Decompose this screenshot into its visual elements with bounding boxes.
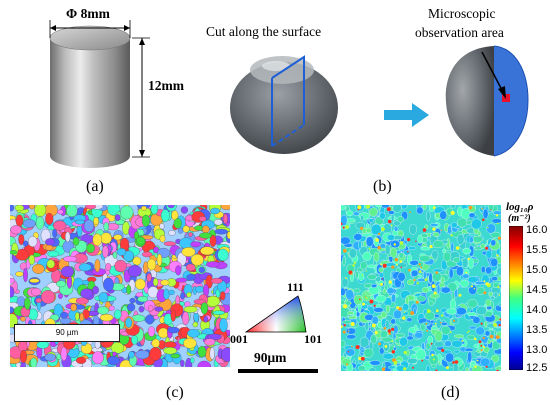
ebsd-grain-map [10, 205, 230, 367]
cylinder-sample-photo [49, 25, 131, 168]
half-sample-photo [445, 45, 529, 157]
colorbar-tick: 15.5 [526, 244, 548, 256]
height-label: 12mm [148, 78, 184, 93]
ipf-label-111: 111 [287, 280, 304, 294]
caption-b: (b) [373, 178, 392, 195]
colorbar-title: log₁₀ρ [506, 201, 534, 213]
caption-a: (a) [86, 178, 104, 195]
colorbar-tick: 14.5 [526, 284, 548, 296]
caption-d: (d) [441, 384, 460, 401]
ipf-label-001: 001 [230, 332, 248, 346]
observation-label-line2: observation area [415, 25, 504, 40]
ipf-triangle-legend [244, 295, 307, 333]
right-arrow-icon [384, 103, 429, 127]
inner-scalebar-label: 90 µm [55, 328, 79, 337]
cut-sample-photo [230, 56, 338, 154]
colorbar-tick: 12.5 [526, 362, 548, 374]
colorbar-tick: 13.5 [526, 324, 548, 336]
cut-plane-icon [271, 55, 305, 147]
diameter-label: Φ 8mm [66, 6, 110, 21]
colorbar-unit: (m⁻²) [508, 213, 531, 224]
dislocation-density-map [341, 205, 501, 371]
dimension-lines [49, 20, 150, 158]
inner-scalebar-box: 90 µm [14, 324, 120, 342]
colorbar-tick: 15.0 [526, 264, 548, 276]
colorbar [509, 226, 523, 370]
ipf-label-101: 101 [304, 332, 322, 346]
scalebar-label: 90μm [254, 350, 287, 365]
colorbar-tick: 13.0 [526, 344, 548, 356]
colorbar-tick: 14.0 [526, 304, 548, 316]
observation-label-line1: Microscopic [428, 6, 496, 21]
pointer-arrow [481, 51, 506, 99]
colorbar-tick: 16.0 [526, 224, 548, 236]
scalebar [238, 369, 318, 373]
cut-label: Cut along the surface [206, 24, 322, 39]
caption-c: (c) [166, 384, 184, 401]
